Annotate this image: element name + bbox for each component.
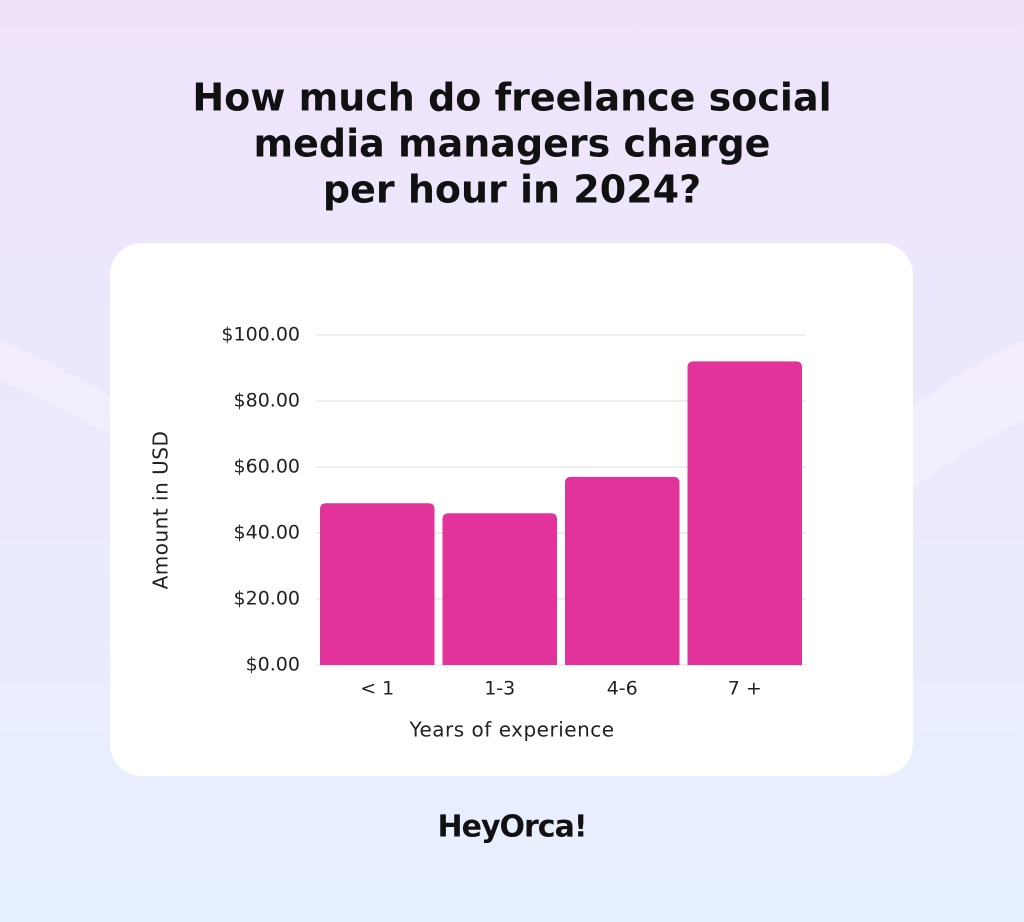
brand-logo: HeyOrca! <box>437 810 586 845</box>
background-shape <box>900 340 1024 500</box>
chart-title: media managers charge <box>254 122 771 166</box>
x-tick-label: 4-6 <box>607 678 638 700</box>
x-axis-title: Years of experience <box>408 718 614 742</box>
bar <box>320 503 435 665</box>
bar <box>565 476 680 665</box>
bar <box>687 361 802 665</box>
y-tick-label: $20.00 <box>234 588 300 610</box>
bar <box>442 513 557 665</box>
y-tick-label: $80.00 <box>234 390 300 412</box>
y-tick-label: $0.00 <box>246 654 300 676</box>
chart-title: per hour in 2024? <box>323 168 701 212</box>
x-tick-label: < 1 <box>360 678 394 700</box>
chart-title: How much do freelance social <box>192 76 831 120</box>
y-axis-title: Amount in USD <box>149 431 173 590</box>
x-tick-label: 1-3 <box>484 678 515 700</box>
y-tick-label: $100.00 <box>221 324 300 346</box>
y-tick-label: $40.00 <box>234 522 300 544</box>
background-shape <box>0 340 330 600</box>
x-tick-label: 7 + <box>728 678 762 700</box>
y-tick-label: $60.00 <box>234 456 300 478</box>
